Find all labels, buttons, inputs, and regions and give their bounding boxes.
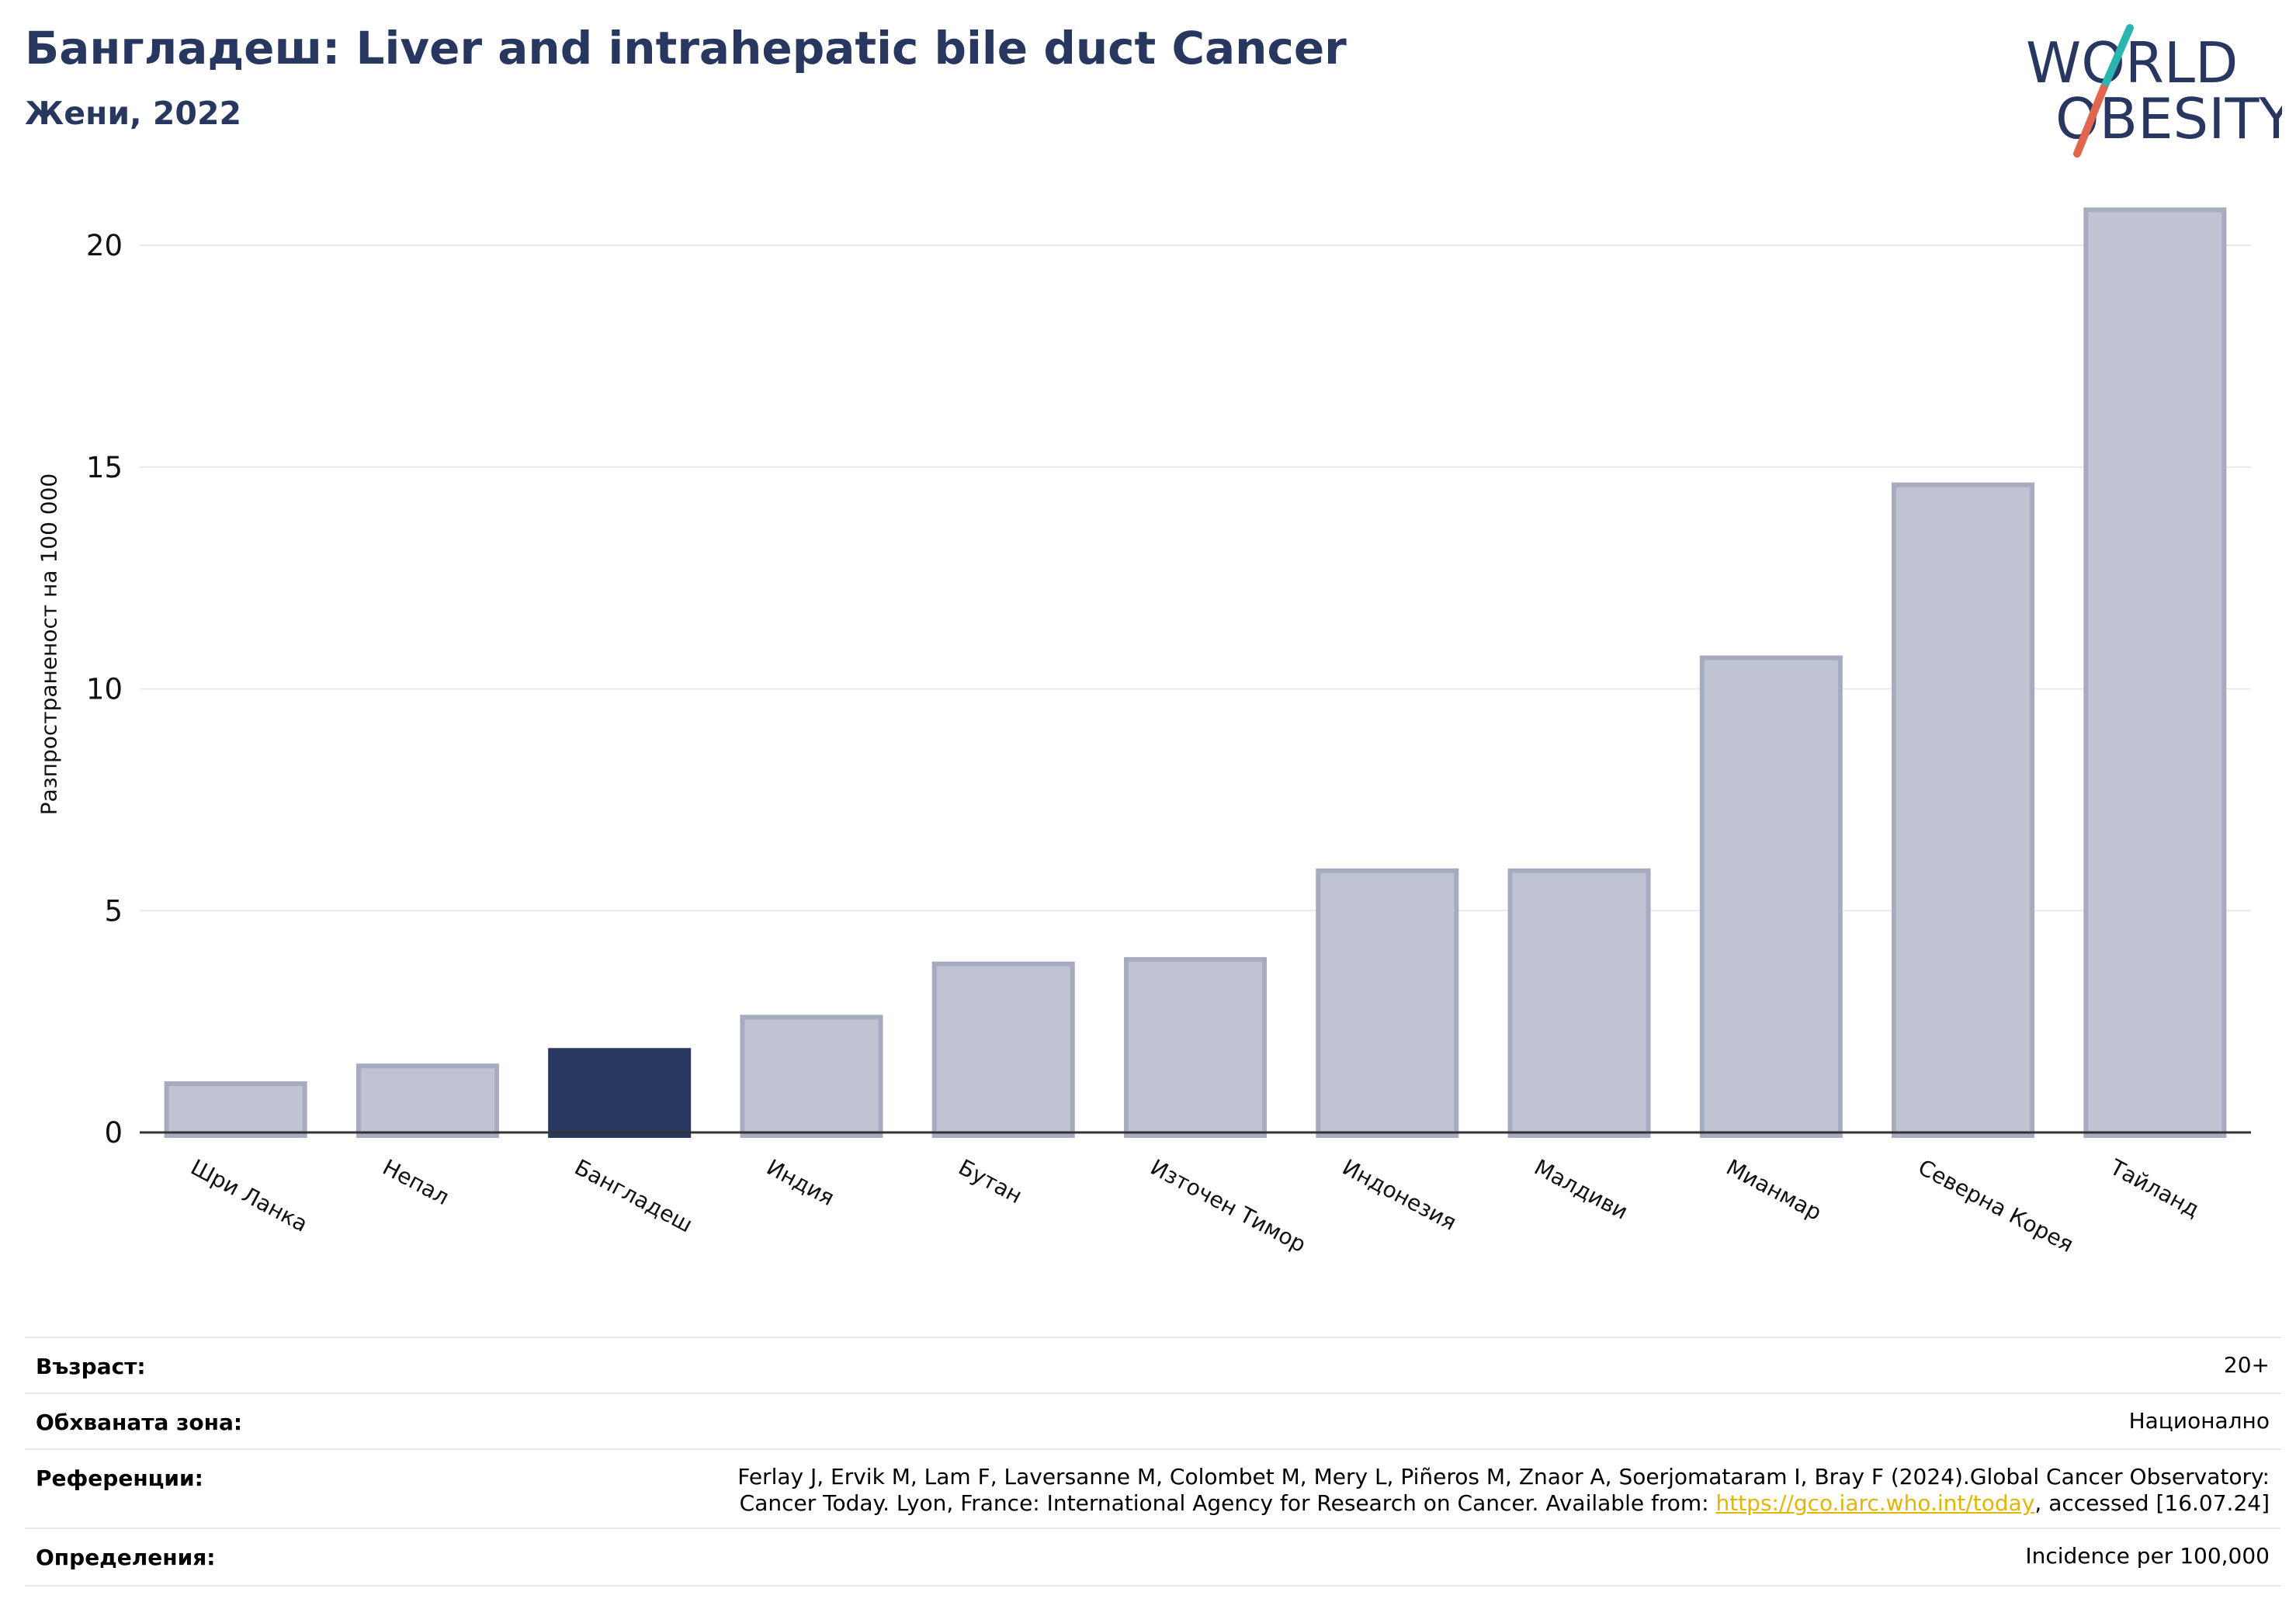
world-obesity-logo: WORLD OBESITY bbox=[2026, 24, 2282, 158]
bar-2 bbox=[355, 1063, 499, 1139]
references-line-2: Cancer Today. Lyon, France: Internationa… bbox=[737, 1490, 2270, 1517]
x-tick-label: Индия bbox=[762, 1154, 838, 1211]
x-tick-label: Тайланд bbox=[2105, 1154, 2204, 1222]
x-tick-label: Мианмар bbox=[1722, 1154, 1826, 1226]
y-tick-label: 15 bbox=[86, 451, 123, 484]
x-tick-label: Малдиви bbox=[1530, 1154, 1632, 1225]
age-value: 20+ bbox=[2223, 1352, 2270, 1378]
x-tick-label: Индонезия bbox=[1338, 1154, 1461, 1236]
info-row-definitions: Определения: Incidence per 100,000 bbox=[25, 1528, 2280, 1587]
y-axis-label-wrap: Разпространеност на 100 000 bbox=[29, 442, 68, 846]
references-text-pre: Cancer Today. Lyon, France: Internationa… bbox=[739, 1490, 1716, 1516]
page-subtitle: Жени, 2022 bbox=[25, 95, 242, 132]
area-value: Национално bbox=[2128, 1408, 2270, 1434]
bar-5 bbox=[931, 961, 1075, 1138]
logo-slash-bottom bbox=[2073, 85, 2107, 158]
bar-3 bbox=[548, 1048, 692, 1138]
bar-9 bbox=[1699, 655, 1843, 1138]
page-title: Бангладеш: Liver and intrahepatic bile d… bbox=[25, 22, 1347, 75]
bar-10 bbox=[1892, 482, 2035, 1138]
info-row-age: Възраст: 20+ bbox=[25, 1337, 2280, 1392]
y-tick-label: 10 bbox=[86, 673, 123, 706]
y-axis-label: Разпространеност на 100 000 bbox=[36, 473, 62, 816]
x-axis-labels: Шри Ланка Непал Бангладеш Индия Бутан Източен… bbox=[186, 1154, 2204, 1258]
logo-text-world: WORLD bbox=[2026, 30, 2238, 95]
x-tick-label: Северна Корея bbox=[1914, 1154, 2078, 1257]
bar-1 bbox=[164, 1081, 307, 1139]
info-row-references: Референции: Ferlay J, Ervik M, Lam F, La… bbox=[25, 1448, 2280, 1528]
y-tick-label: 0 bbox=[104, 1116, 123, 1150]
y-tick-label: 20 bbox=[86, 229, 123, 262]
bar-8 bbox=[1507, 868, 1651, 1138]
bar-7 bbox=[1316, 868, 1459, 1138]
x-tick-label: Непал bbox=[379, 1154, 453, 1210]
y-tick-label: 5 bbox=[104, 894, 123, 928]
references-link[interactable]: https://gco.iarc.who.int/today bbox=[1715, 1490, 2035, 1516]
x-tick-label: Бутан bbox=[954, 1154, 1026, 1209]
logo-slash-top bbox=[2100, 24, 2134, 92]
definitions-value: Incidence per 100,000 bbox=[2025, 1543, 2270, 1569]
definitions-label: Определения: bbox=[36, 1545, 216, 1570]
bar-chart: 0 5 10 15 20 Шри Ланка Непал Бангладеш Индия Бут… bbox=[86, 207, 2251, 1258]
x-tick-label: Шри Ланка bbox=[186, 1154, 312, 1237]
age-label: Възраст: bbox=[36, 1354, 146, 1379]
bar-11 bbox=[2083, 207, 2227, 1138]
bars bbox=[164, 207, 2227, 1139]
y-axis-ticks: 0 5 10 15 20 bbox=[86, 229, 123, 1150]
area-label: Обхваната зона: bbox=[36, 1410, 243, 1435]
references-label: Референции: bbox=[36, 1465, 203, 1491]
references-line-1: Ferlay J, Ervik M, Lam F, Laversanne M, … bbox=[737, 1464, 2270, 1489]
references-value: Ferlay J, Ervik M, Lam F, Laversanne M, … bbox=[737, 1464, 2270, 1517]
x-tick-label: Бангладеш bbox=[571, 1154, 697, 1237]
x-tick-label: Източен Тимор bbox=[1146, 1154, 1310, 1257]
info-row-area: Обхваната зона: Национално bbox=[25, 1392, 2280, 1448]
bar-4 bbox=[740, 1014, 883, 1139]
bar-6 bbox=[1123, 957, 1268, 1138]
references-text-post: , accessed [16.07.24] bbox=[2034, 1490, 2270, 1516]
